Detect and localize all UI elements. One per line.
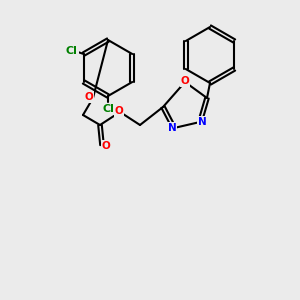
Text: N: N: [198, 117, 206, 127]
Text: O: O: [85, 92, 93, 102]
Text: N: N: [168, 123, 176, 133]
Text: O: O: [181, 76, 189, 86]
Text: O: O: [102, 141, 110, 151]
Text: Cl: Cl: [102, 104, 114, 114]
Text: Cl: Cl: [66, 46, 78, 56]
Text: O: O: [115, 106, 123, 116]
